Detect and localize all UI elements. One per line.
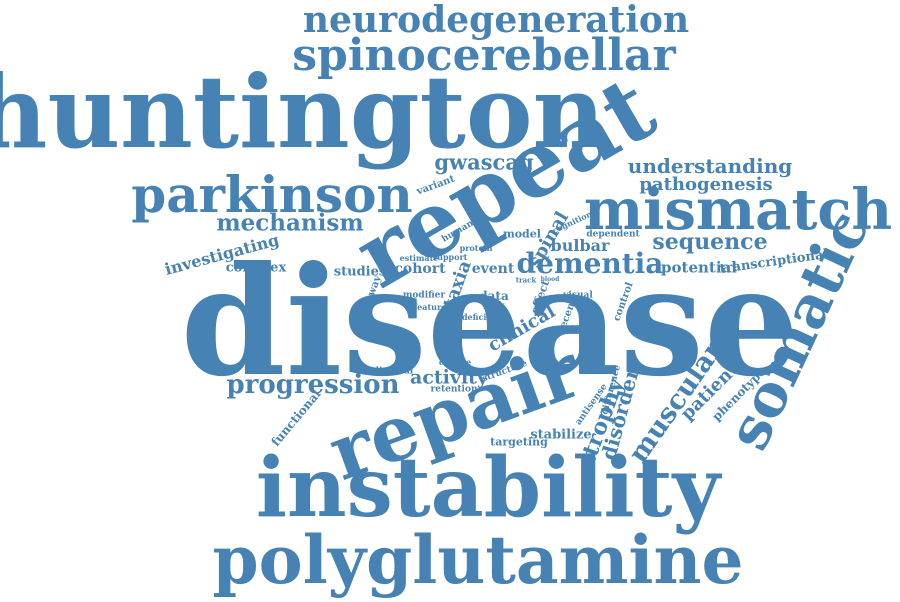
word-change: change xyxy=(438,357,472,367)
word-support: support xyxy=(432,252,468,262)
word-cohort: cohort xyxy=(394,261,446,277)
word-more: more xyxy=(488,320,512,330)
word-neurodegeneration: neurodegeneration xyxy=(302,0,690,41)
word-track: track xyxy=(515,275,537,285)
word-stabilize: stabilize xyxy=(530,427,592,443)
word-mechanism: mechanism xyxy=(216,209,364,237)
word-instability: instability xyxy=(255,440,721,536)
word-polyglutamine: polyglutamine xyxy=(212,521,744,599)
word-visual: visual xyxy=(563,290,593,301)
word-retention: retention xyxy=(430,384,478,395)
word-event: event xyxy=(471,261,515,277)
word-pathogenesis: pathogenesis xyxy=(639,174,773,195)
word-mismatch: mismatch xyxy=(583,177,893,243)
word-understanding: understanding xyxy=(627,154,793,178)
word-parkinson: parkinson xyxy=(131,165,413,224)
word-model: model xyxy=(503,227,541,241)
word-deficit: deficit xyxy=(461,312,491,322)
word-risk: risk xyxy=(483,301,505,312)
word-targeting: targeting xyxy=(490,435,548,449)
word-sequence: sequence xyxy=(652,229,768,255)
word-potential: potential xyxy=(661,258,737,277)
word-gwascag: gwascag xyxy=(434,149,534,175)
word-dementia: dementia xyxy=(516,247,664,280)
word-estimate: estimate xyxy=(399,253,439,263)
word-huntington: huntington xyxy=(0,53,606,171)
word-blood: blood xyxy=(540,276,560,283)
word-complex: complex xyxy=(225,260,287,276)
word-spinocerebellar: spinocerebellar xyxy=(292,30,676,81)
word-progression: progression xyxy=(226,370,400,400)
word-feature: feature xyxy=(413,302,447,312)
word-bulbar: bulbar xyxy=(550,236,610,255)
word-activity: activity xyxy=(410,366,488,389)
word-dependent: dependent xyxy=(586,229,640,240)
word-protein: protein xyxy=(459,243,493,253)
word-disease: disease xyxy=(180,234,800,410)
word-studies: studies xyxy=(333,264,387,280)
word-data: data xyxy=(479,289,509,303)
word-individual: individual xyxy=(362,366,414,377)
word-modifier: modifier xyxy=(402,290,446,301)
